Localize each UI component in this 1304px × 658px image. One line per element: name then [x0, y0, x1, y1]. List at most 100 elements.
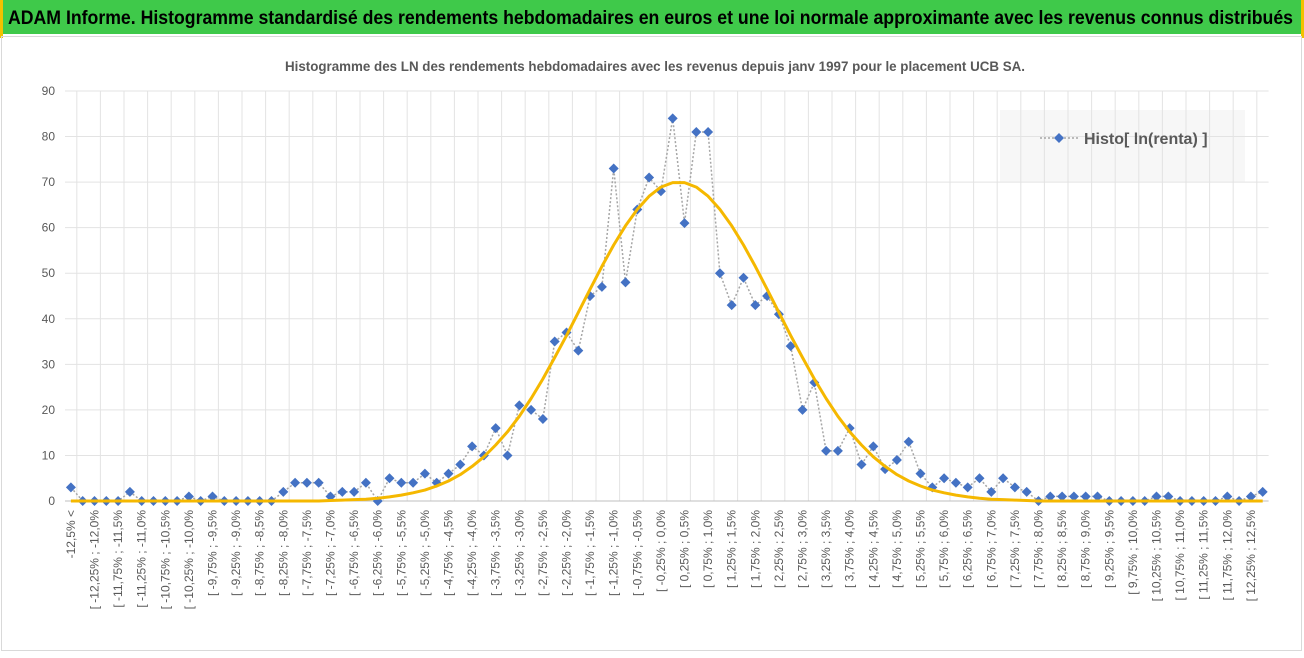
marker	[526, 404, 537, 415]
y-tick-label: 50	[42, 266, 56, 280]
y-tick-label: 0	[48, 494, 55, 508]
marker	[1092, 491, 1103, 502]
x-tick-label: [ 9,25% ; 9,5%	[1102, 510, 1116, 588]
marker	[408, 477, 419, 488]
marker	[856, 459, 867, 470]
y-tick-label: 30	[42, 357, 56, 371]
marker	[679, 218, 690, 229]
marker	[183, 491, 194, 502]
y-tick-label: 60	[42, 221, 56, 235]
marker	[644, 172, 655, 183]
x-tick-label: [ 8,75% ; 9,0%	[1079, 510, 1093, 588]
chart-title: Histogramme des LN des rendements hebdom…	[285, 58, 1025, 74]
marker	[714, 268, 725, 279]
marker	[1068, 491, 1079, 502]
x-tick-label: [ 6,25% ; 6,5%	[961, 510, 975, 588]
marker	[1045, 491, 1056, 502]
marker	[490, 423, 501, 434]
marker	[797, 404, 808, 415]
header-bar	[0, 0, 1304, 34]
x-tick-label: [ -6,75% ; -6,5%	[347, 510, 361, 596]
marker	[337, 486, 348, 497]
marker	[514, 400, 525, 411]
marker	[1080, 491, 1091, 502]
y-tick-label: 70	[42, 175, 56, 189]
marker	[124, 486, 135, 497]
x-tick-label: [ -4,25% ; -4,0%	[465, 510, 479, 596]
x-tick-label: [ 12,25% ; 12,5%	[1244, 510, 1258, 602]
x-tick-label: [ -12,25% ; -12,0%	[88, 510, 102, 610]
header-edge	[1301, 0, 1304, 38]
header-edge	[0, 0, 3, 38]
marker	[537, 414, 548, 424]
marker	[903, 436, 914, 447]
x-tick-label: [ 10,75% ; 11,0%	[1173, 510, 1187, 601]
marker	[703, 127, 714, 137]
marker	[290, 477, 301, 488]
marker	[1163, 491, 1174, 502]
x-tick-label: [ -6,25% ; -6,0%	[371, 510, 385, 596]
marker	[868, 441, 879, 452]
x-tick-label: [ 4,25% ; 4,5%	[866, 510, 880, 588]
x-tick-label: [ 8,25% ; 8,5%	[1055, 510, 1069, 588]
legend-label: Histo[ ln(renta) ]	[1084, 131, 1208, 148]
y-tick-label: 10	[42, 448, 56, 462]
marker	[608, 163, 619, 174]
x-tick-label: [ -8,75% ; -8,5%	[253, 510, 267, 596]
x-tick-label: [ 7,25% ; 7,5%	[1008, 510, 1022, 588]
x-tick-label: [ 6,75% ; 7,0%	[984, 510, 998, 588]
marker	[738, 272, 749, 283]
y-tick-label: 40	[42, 312, 56, 326]
marker	[620, 277, 631, 288]
x-tick-label: [ -1,25% ; -1,0%	[607, 510, 621, 596]
marker	[1222, 491, 1233, 502]
chart-border	[1, 36, 1302, 651]
marker	[785, 341, 796, 352]
x-tick-label: [ 2,75% ; 3,0%	[796, 510, 810, 588]
marker	[998, 473, 1009, 484]
marker	[502, 450, 513, 461]
x-tick-label: [ -7,25% ; -7,0%	[324, 510, 338, 596]
x-tick-label: [ -9,25% ; -9,0%	[229, 510, 243, 596]
marker	[950, 477, 961, 488]
x-tick-label: [ 11,25% ; 11,5%	[1197, 510, 1211, 600]
x-tick-label: [ -4,75% ; -4,5%	[442, 510, 456, 596]
x-tick-label: [ -9,75% ; -9,5%	[206, 510, 220, 596]
x-tick-label: [ -2,25% ; -2,0%	[560, 510, 574, 596]
marker	[1009, 482, 1020, 493]
x-tick-label: [ 0,25% ; 0,5%	[678, 510, 692, 588]
marker	[596, 281, 607, 292]
marker	[891, 455, 902, 465]
marker	[1257, 486, 1268, 497]
marker	[65, 482, 76, 493]
x-tick-label: [ 3,25% ; 3,5%	[819, 510, 833, 588]
x-tick-label: [ 10,25% ; 10,5%	[1150, 510, 1164, 602]
x-tick-label: [ -10,75% ; -10,5%	[158, 510, 172, 610]
y-tick-label: 90	[42, 84, 56, 98]
marker	[986, 486, 997, 497]
marker	[915, 468, 926, 479]
marker	[443, 468, 454, 479]
marker	[1151, 491, 1162, 502]
marker	[821, 445, 832, 456]
marker	[313, 477, 324, 488]
x-tick-label: [ -11,25% ; -11,0%	[135, 510, 149, 608]
marker	[278, 486, 289, 497]
marker	[974, 473, 985, 484]
marker	[1021, 486, 1032, 497]
marker	[384, 473, 395, 484]
x-tick-label: [ -8,25% ; -8,0%	[276, 510, 290, 596]
normal-curve	[70, 181, 1263, 503]
y-tick-label: 80	[42, 130, 56, 144]
x-tick-label: [ -10,25% ; -10,0%	[182, 510, 196, 610]
marker	[1245, 491, 1256, 502]
marker	[396, 477, 407, 488]
marker	[573, 345, 584, 356]
marker	[750, 300, 761, 311]
series-line	[70, 118, 1263, 503]
x-tick-label: [ 1,75% ; 2,0%	[748, 510, 762, 588]
x-tick-label: -12,5% <	[64, 510, 78, 558]
marker	[549, 336, 560, 347]
y-tick-label: 20	[42, 403, 56, 417]
